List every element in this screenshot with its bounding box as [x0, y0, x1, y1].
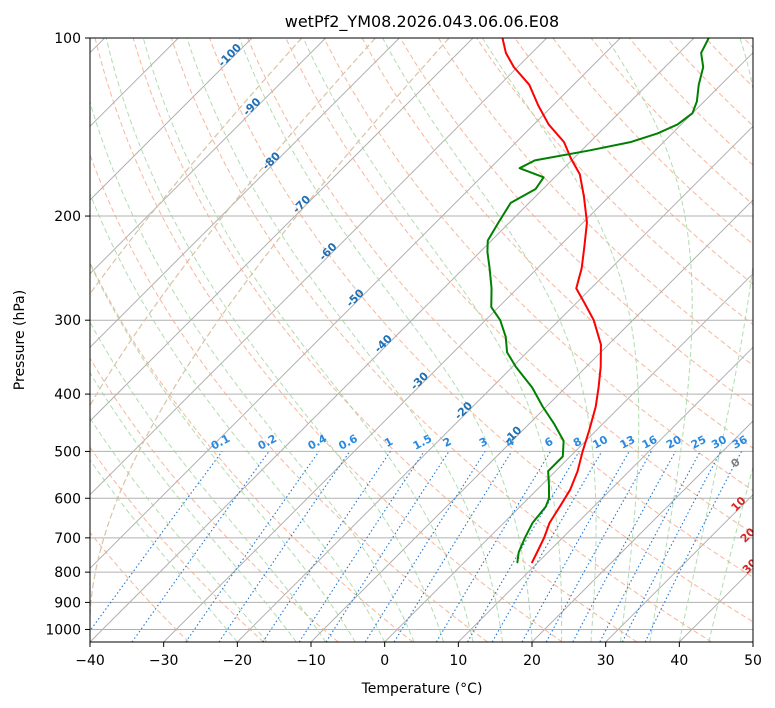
mixing-ratio-line: [131, 451, 270, 642]
y-tick-label: 400: [54, 387, 81, 403]
isotherm-line: [90, 38, 327, 275]
dry-adiabat-line: [90, 261, 414, 642]
reference-arc-line: [90, 38, 377, 407]
mixing-ratio-line: [90, 451, 223, 632]
isotherm-line: [384, 272, 753, 642]
isotherm-line: [90, 38, 621, 570]
isotherm-line: [605, 493, 753, 642]
x-tick-label: 40: [670, 653, 688, 669]
mixing-ratio-line: [644, 451, 742, 642]
moist-adiabat-line: [186, 38, 504, 642]
mixing-ratio-line: [298, 451, 425, 642]
y-tick-label: 600: [54, 491, 81, 507]
mixing-ratio-label: 36: [730, 433, 750, 452]
isobar-grid: [90, 38, 753, 630]
dry-adiabat-line: [323, 38, 753, 492]
mixing-ratio-line: [393, 451, 513, 642]
reference-arc-line: [90, 38, 303, 295]
mixing-ratio-line: [572, 451, 677, 642]
plot-area: 0.1 0.2 0.4 0.6 1 1.5 2 3 4 6 8 10 13 16 20 25 30 36-100-…: [90, 38, 753, 642]
moist-adiabats: [90, 38, 753, 642]
dry-adiabat-line: [399, 38, 753, 408]
y-axis-label: Pressure (hPa): [12, 290, 28, 390]
x-tick-label: 10: [449, 653, 467, 669]
isotherm-line: [457, 346, 753, 642]
dry-adiabats: [90, 38, 753, 642]
moist-adiabat-line: [481, 38, 640, 642]
mixing-ratio-label: 13: [618, 433, 638, 452]
moist-adiabat-line: [238, 38, 533, 642]
y-axis: 100 200 300 400 500 600 700 800 900 1000: [45, 31, 90, 638]
x-tick-label: 0: [380, 653, 389, 669]
moist-adiabat-line: [302, 38, 563, 642]
y-tick-label: 300: [54, 313, 81, 329]
moist-adiabat-line: [105, 38, 445, 642]
x-tick-label: 20: [523, 653, 541, 669]
x-axis-label: Temperature (°C): [361, 681, 483, 697]
mixing-ratio-line: [218, 451, 351, 642]
moist-adiabat-line: [606, 38, 693, 642]
x-tick-label: −20: [223, 653, 253, 669]
dry-adiabat-line: [247, 38, 753, 578]
isotherm-line: [90, 38, 400, 349]
x-tick-label: 30: [597, 653, 615, 669]
y-tick-label: 800: [54, 565, 81, 581]
mixing-ratio-line: [521, 451, 630, 642]
isotherm-line: [90, 38, 253, 201]
mixing-ratio-line: [621, 451, 722, 642]
moist-adiabat-line: [90, 417, 268, 642]
dewpoint-profile-line: [486, 38, 710, 564]
isotherm-line: [236, 125, 753, 642]
mixing-ratio-line: [262, 451, 391, 642]
moist-adiabat-line: [90, 459, 238, 642]
moist-adiabat-line: [90, 192, 386, 642]
mixing-ratio-line: [545, 451, 652, 642]
moist-adiabat-line: [90, 321, 327, 642]
x-tick-label: −30: [149, 653, 179, 669]
moist-adiabat-line: [142, 38, 474, 642]
chart-title: wetPf2_YM08.2026.043.06.06.E08: [285, 12, 559, 32]
mixing-ratio-lines: [90, 451, 742, 642]
plot-frame: [89, 37, 754, 643]
y-tick-label: 200: [54, 209, 81, 225]
y-tick-label: 500: [54, 444, 81, 460]
dry-adiabat-line: [132, 38, 638, 642]
dry-adiabat-line: [475, 38, 753, 326]
y-tick-label: 1000: [45, 622, 81, 638]
mixing-ratio-line: [185, 451, 320, 642]
moist-adiabat-line: [678, 38, 753, 642]
mixing-ratio-label: 25: [689, 433, 709, 452]
dry-adiabat-line: [285, 38, 753, 535]
isotherm-line: [163, 51, 753, 642]
x-tick-label: −40: [75, 653, 105, 669]
y-tick-label: 900: [54, 595, 81, 611]
mixing-ratio-line: [325, 451, 450, 642]
isotherm-line: [90, 38, 474, 422]
moist-adiabat-line: [382, 38, 597, 642]
x-axis: −40 −30 −20 −10 0 10 20 30 40 50: [75, 642, 762, 669]
y-tick-label: 700: [54, 531, 81, 547]
mixing-ratio-label: 16: [640, 433, 660, 452]
reference-arc-line: [90, 38, 450, 642]
mixing-ratio-label: 20: [664, 433, 684, 452]
isotherm-grid: [90, 38, 753, 642]
temperature-profile-line: [501, 38, 602, 564]
mixing-ratio-label: 10: [590, 433, 610, 452]
isotherm-line: [90, 38, 695, 642]
reference-arcs: [90, 38, 450, 642]
dry-adiabat-line: [514, 38, 753, 285]
x-tick-label: 50: [744, 653, 762, 669]
isotherm-line: [531, 420, 753, 642]
y-tick-label: 100: [54, 31, 81, 47]
moist-adiabat-line: [708, 465, 753, 642]
dry-adiabat-line: [90, 531, 190, 642]
mixing-ratio-label: 30: [709, 433, 729, 452]
isotherm-line: [90, 38, 548, 496]
x-tick-label: −10: [296, 653, 326, 669]
dry-adiabat-line: [170, 38, 712, 642]
